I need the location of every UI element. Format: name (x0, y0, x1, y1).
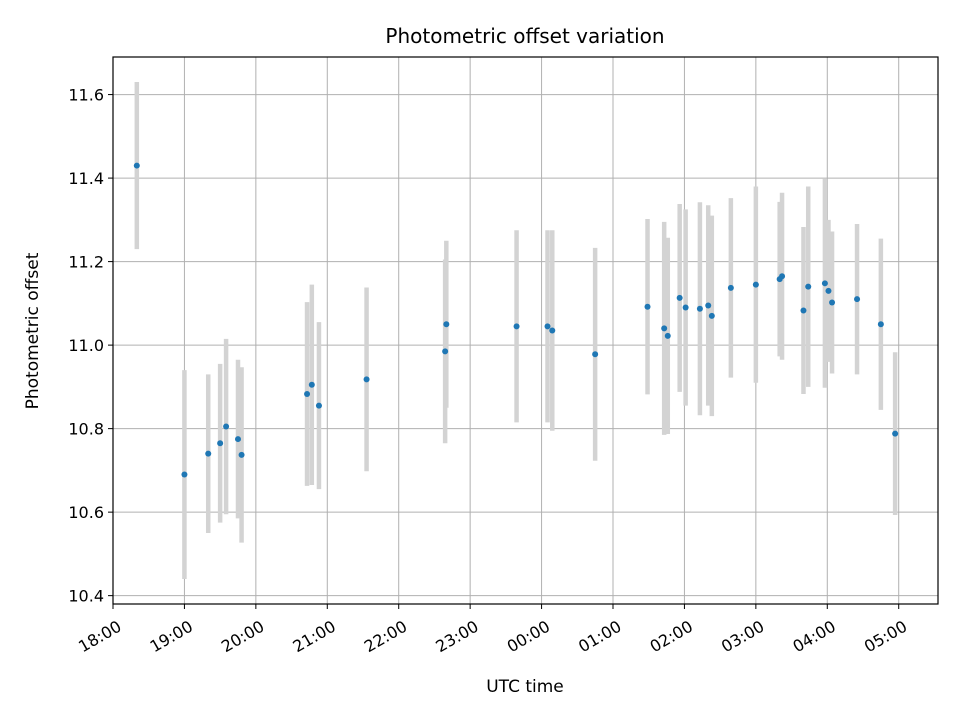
errorbars (134, 82, 898, 579)
y-tick-label: 10.8 (68, 420, 104, 439)
data-point (544, 323, 551, 330)
data-point (892, 430, 899, 437)
data-point (205, 450, 212, 457)
data-point (708, 312, 715, 319)
data-point (308, 381, 315, 388)
data-point (854, 296, 861, 303)
y-tick-label: 11.4 (68, 169, 104, 188)
data-point (800, 307, 807, 314)
data-point (825, 287, 832, 294)
data-point (133, 162, 140, 169)
x-tick-label: 02:00 (647, 617, 696, 657)
chart-title: Photometric offset variation (385, 24, 664, 48)
data-point (235, 436, 241, 443)
data-point (238, 451, 245, 458)
data-point (217, 440, 224, 447)
data-point (682, 304, 689, 311)
x-tick-label: 00:00 (504, 617, 553, 657)
data-point (752, 281, 759, 288)
data-point (664, 332, 671, 339)
data-point (805, 283, 812, 290)
x-tick-label: 05:00 (861, 617, 910, 657)
y-tick-label: 10.4 (68, 587, 104, 606)
data-point (727, 284, 734, 291)
y-axis-label: Photometric offset (23, 252, 43, 409)
x-tick-label: 19:00 (147, 617, 196, 657)
data-point (644, 303, 651, 310)
x-tick-label: 01:00 (575, 617, 624, 657)
grid (112, 57, 938, 604)
data-point (705, 302, 712, 309)
data-point (549, 327, 556, 334)
data-point (363, 376, 370, 383)
x-tick-label: 04:00 (789, 617, 838, 657)
y-tick-label: 11.0 (68, 336, 104, 355)
data-point (443, 321, 450, 328)
x-tick-label: 18:00 (75, 617, 124, 657)
y-tick-label: 10.6 (68, 503, 104, 522)
data-points (133, 162, 899, 478)
data-point (181, 471, 188, 478)
data-point (829, 299, 836, 306)
x-tick-label: 23:00 (432, 617, 481, 657)
x-axis-ticks: 18:00 19:00 20:00 21:00 22:00 23:00 00:00 01:00… (75, 604, 910, 656)
data-point (821, 280, 828, 287)
data-point (513, 323, 520, 330)
data-point (442, 348, 449, 355)
data-point (223, 423, 230, 430)
data-point (676, 294, 683, 301)
data-point (877, 321, 884, 328)
x-axis-label: UTC time (486, 677, 564, 697)
y-tick-label: 11.6 (68, 86, 104, 105)
x-tick-label: 22:00 (361, 617, 410, 657)
plot-frame (112, 56, 939, 605)
data-point (661, 325, 668, 332)
x-tick-label: 03:00 (718, 617, 767, 657)
data-point (696, 305, 703, 312)
data-point (304, 390, 311, 397)
data-point (315, 402, 322, 409)
data-point (592, 351, 599, 358)
data-point (779, 273, 786, 280)
x-tick-label: 20:00 (218, 617, 267, 657)
y-tick-label: 11.2 (68, 253, 104, 272)
y-axis-ticks: 10.4 10.6 10.8 11.0 11.2 11.4 11.6 (68, 86, 113, 606)
x-tick-label: 21:00 (289, 617, 338, 657)
